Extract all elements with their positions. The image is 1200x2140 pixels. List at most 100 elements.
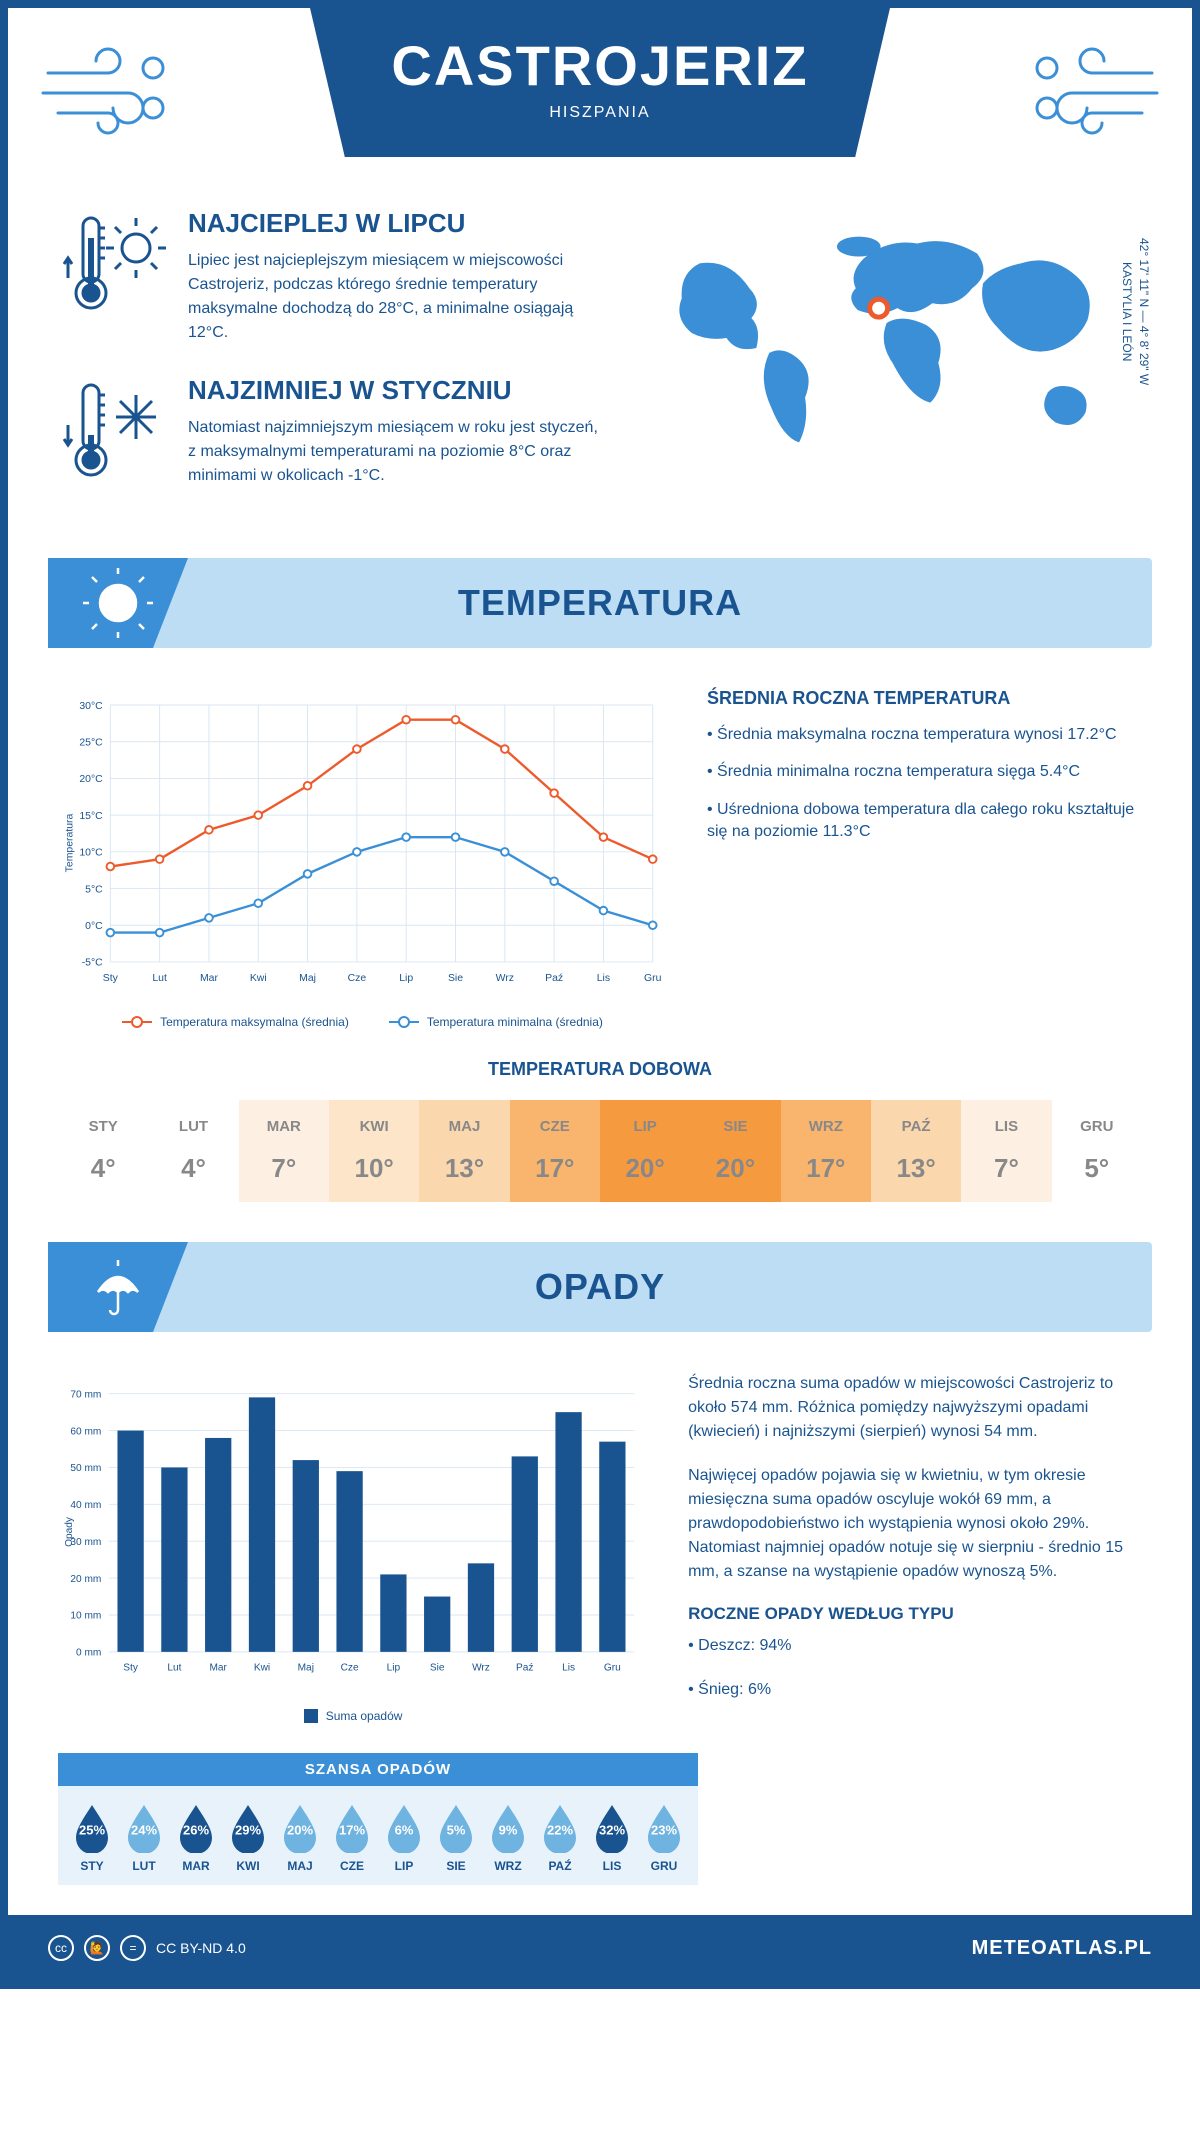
- svg-text:Cze: Cze: [341, 1662, 359, 1673]
- precipitation-bar-chart: 0 mm10 mm20 mm30 mm40 mm50 mm60 mm70 mmS…: [58, 1372, 648, 1692]
- svg-text:Sie: Sie: [448, 973, 463, 984]
- svg-text:60 mm: 60 mm: [70, 1426, 101, 1437]
- world-map: [645, 208, 1142, 468]
- svg-text:Paź: Paź: [545, 973, 563, 984]
- sidebar-title: ŚREDNIA ROCZNA TEMPERATURA: [707, 688, 1142, 709]
- precipitation-sidebar: Średnia roczna suma opadów w miejscowośc…: [688, 1372, 1142, 1723]
- daily-temp-cell: LUT4°: [148, 1100, 238, 1202]
- chance-title: SZANSA OPADÓW: [58, 1753, 698, 1786]
- svg-text:5°C: 5°C: [85, 884, 103, 895]
- chance-cell: 5% SIE: [430, 1801, 482, 1873]
- svg-text:Sie: Sie: [430, 1662, 445, 1673]
- cc-icon: cc: [48, 1935, 74, 1961]
- chance-cell: 29% KWI: [222, 1801, 274, 1873]
- svg-text:Lut: Lut: [167, 1662, 181, 1673]
- svg-text:Maj: Maj: [298, 1662, 314, 1673]
- chance-cell: 26% MAR: [170, 1801, 222, 1873]
- title-banner: CASTROJERIZ HISZPANIA: [310, 8, 890, 157]
- sidebar-p3: • Uśredniona dobowa temperatura dla całe…: [707, 799, 1142, 844]
- raindrop-icon: 26%: [175, 1801, 217, 1853]
- svg-text:Sty: Sty: [123, 1662, 139, 1673]
- sidebar-p1: • Średnia maksymalna roczna temperatura …: [707, 724, 1142, 746]
- svg-text:0 mm: 0 mm: [76, 1648, 101, 1659]
- temperature-line-chart: -5°C0°C5°C10°C15°C20°C25°C30°CStyLutMarK…: [58, 688, 667, 998]
- license-block: cc 🙋 = CC BY-ND 4.0: [48, 1935, 246, 1961]
- svg-text:Cze: Cze: [348, 973, 367, 984]
- svg-text:Mar: Mar: [200, 973, 219, 984]
- svg-text:15°C: 15°C: [79, 811, 103, 822]
- svg-text:Lis: Lis: [597, 973, 610, 984]
- hot-block: NAJCIEPLEJ W LIPCU Lipiec jest najcieple…: [58, 208, 605, 345]
- chance-cell: 17% CZE: [326, 1801, 378, 1873]
- svg-text:10°C: 10°C: [79, 848, 103, 859]
- precip-rain: • Deszcz: 94%: [688, 1634, 1142, 1658]
- wind-icon: [38, 38, 178, 138]
- daily-temp-cell: STY4°: [58, 1100, 148, 1202]
- city-title: CASTROJERIZ: [330, 33, 870, 98]
- raindrop-icon: 6%: [383, 1801, 425, 1853]
- daily-temp-cell: MAJ13°: [419, 1100, 509, 1202]
- precipitation-chance-box: SZANSA OPADÓW 25% STY 24% LUT 26% MAR 29…: [58, 1753, 698, 1885]
- chart-legend: #lg1::after{border-color:#ed5a2c}Tempera…: [58, 1015, 667, 1029]
- raindrop-icon: 24%: [123, 1801, 165, 1853]
- hot-text: Lipiec jest najcieplejszym miesiącem w m…: [188, 249, 605, 345]
- svg-text:0°C: 0°C: [85, 921, 103, 932]
- chance-cell: 32% LIS: [586, 1801, 638, 1873]
- daily-temp-cell: LIS7°: [961, 1100, 1051, 1202]
- raindrop-icon: 5%: [435, 1801, 477, 1853]
- svg-text:70 mm: 70 mm: [70, 1389, 101, 1400]
- header: CASTROJERIZ HISZPANIA: [8, 8, 1192, 188]
- temperature-chart-area: -5°C0°C5°C10°C15°C20°C25°C30°CStyLutMarK…: [58, 688, 667, 1029]
- precip-type-title: ROCZNE OPADY WEDŁUG TYPU: [688, 1604, 1142, 1624]
- legend-min: Temperatura minimalna (średnia): [427, 1015, 603, 1029]
- footer: cc 🙋 = CC BY-ND 4.0 METEOATLAS.PL: [8, 1915, 1192, 1981]
- daily-temp-cell: GRU5°: [1052, 1100, 1142, 1202]
- raindrop-icon: 29%: [227, 1801, 269, 1853]
- daily-temp-cell: LIP20°: [600, 1100, 690, 1202]
- svg-text:Paź: Paź: [516, 1662, 533, 1673]
- chance-cell: 24% LUT: [118, 1801, 170, 1873]
- coordinates: 42° 17' 11" N — 4° 8' 29" WKASTYLIA I LE…: [1118, 238, 1152, 385]
- intro-text-column: NAJCIEPLEJ W LIPCU Lipiec jest najcieple…: [58, 208, 605, 518]
- intro-section: NAJCIEPLEJ W LIPCU Lipiec jest najcieple…: [8, 188, 1192, 558]
- chance-cell: 22% PAŹ: [534, 1801, 586, 1873]
- thermometer-hot-icon: [58, 208, 168, 318]
- raindrop-icon: 20%: [279, 1801, 321, 1853]
- cold-text: Natomiast najzimniejszym miesiącem w rok…: [188, 416, 605, 488]
- precip-p1: Średnia roczna suma opadów w miejscowośc…: [688, 1372, 1142, 1444]
- section-title: OPADY: [535, 1266, 665, 1308]
- precip-snow: • Śnieg: 6%: [688, 1678, 1142, 1702]
- temperature-banner: TEMPERATURA: [48, 558, 1152, 648]
- section-title: TEMPERATURA: [458, 582, 742, 624]
- svg-text:Gru: Gru: [604, 1662, 621, 1673]
- raindrop-icon: 22%: [539, 1801, 581, 1853]
- svg-text:Lis: Lis: [562, 1662, 575, 1673]
- raindrop-icon: 32%: [591, 1801, 633, 1853]
- site-name: METEOATLAS.PL: [972, 1937, 1152, 1960]
- cold-title: NAJZIMNIEJ W STYCZNIU: [188, 375, 605, 406]
- raindrop-icon: 9%: [487, 1801, 529, 1853]
- svg-text:50 mm: 50 mm: [70, 1463, 101, 1474]
- svg-text:Kwi: Kwi: [254, 1662, 270, 1673]
- svg-text:Lip: Lip: [387, 1662, 401, 1673]
- umbrella-icon: [48, 1242, 188, 1332]
- cold-block: NAJZIMNIEJ W STYCZNIU Natomiast najzimni…: [58, 375, 605, 488]
- svg-text:-5°C: -5°C: [82, 958, 103, 969]
- svg-text:Maj: Maj: [299, 973, 316, 984]
- svg-text:Mar: Mar: [209, 1662, 227, 1673]
- temperature-body: -5°C0°C5°C10°C15°C20°C25°C30°CStyLutMarK…: [8, 648, 1192, 1059]
- chance-cell: 20% MAJ: [274, 1801, 326, 1873]
- precip-p2: Najwięcej opadów pojawia się w kwietniu,…: [688, 1464, 1142, 1584]
- chance-cell: 23% GRU: [638, 1801, 690, 1873]
- daily-temp-cell: SIE20°: [690, 1100, 780, 1202]
- daily-temp-cell: PAŹ13°: [871, 1100, 961, 1202]
- svg-text:Opady: Opady: [64, 1516, 75, 1547]
- daily-temp-cell: CZE17°: [510, 1100, 600, 1202]
- chance-cell: 25% STY: [66, 1801, 118, 1873]
- country-subtitle: HISZPANIA: [330, 104, 870, 122]
- sidebar-p2: • Średnia minimalna roczna temperatura s…: [707, 761, 1142, 783]
- svg-text:40 mm: 40 mm: [70, 1500, 101, 1511]
- svg-text:30°C: 30°C: [79, 701, 103, 712]
- temperature-sidebar: ŚREDNIA ROCZNA TEMPERATURA • Średnia mak…: [707, 688, 1142, 1029]
- license-text: CC BY-ND 4.0: [156, 1940, 246, 1956]
